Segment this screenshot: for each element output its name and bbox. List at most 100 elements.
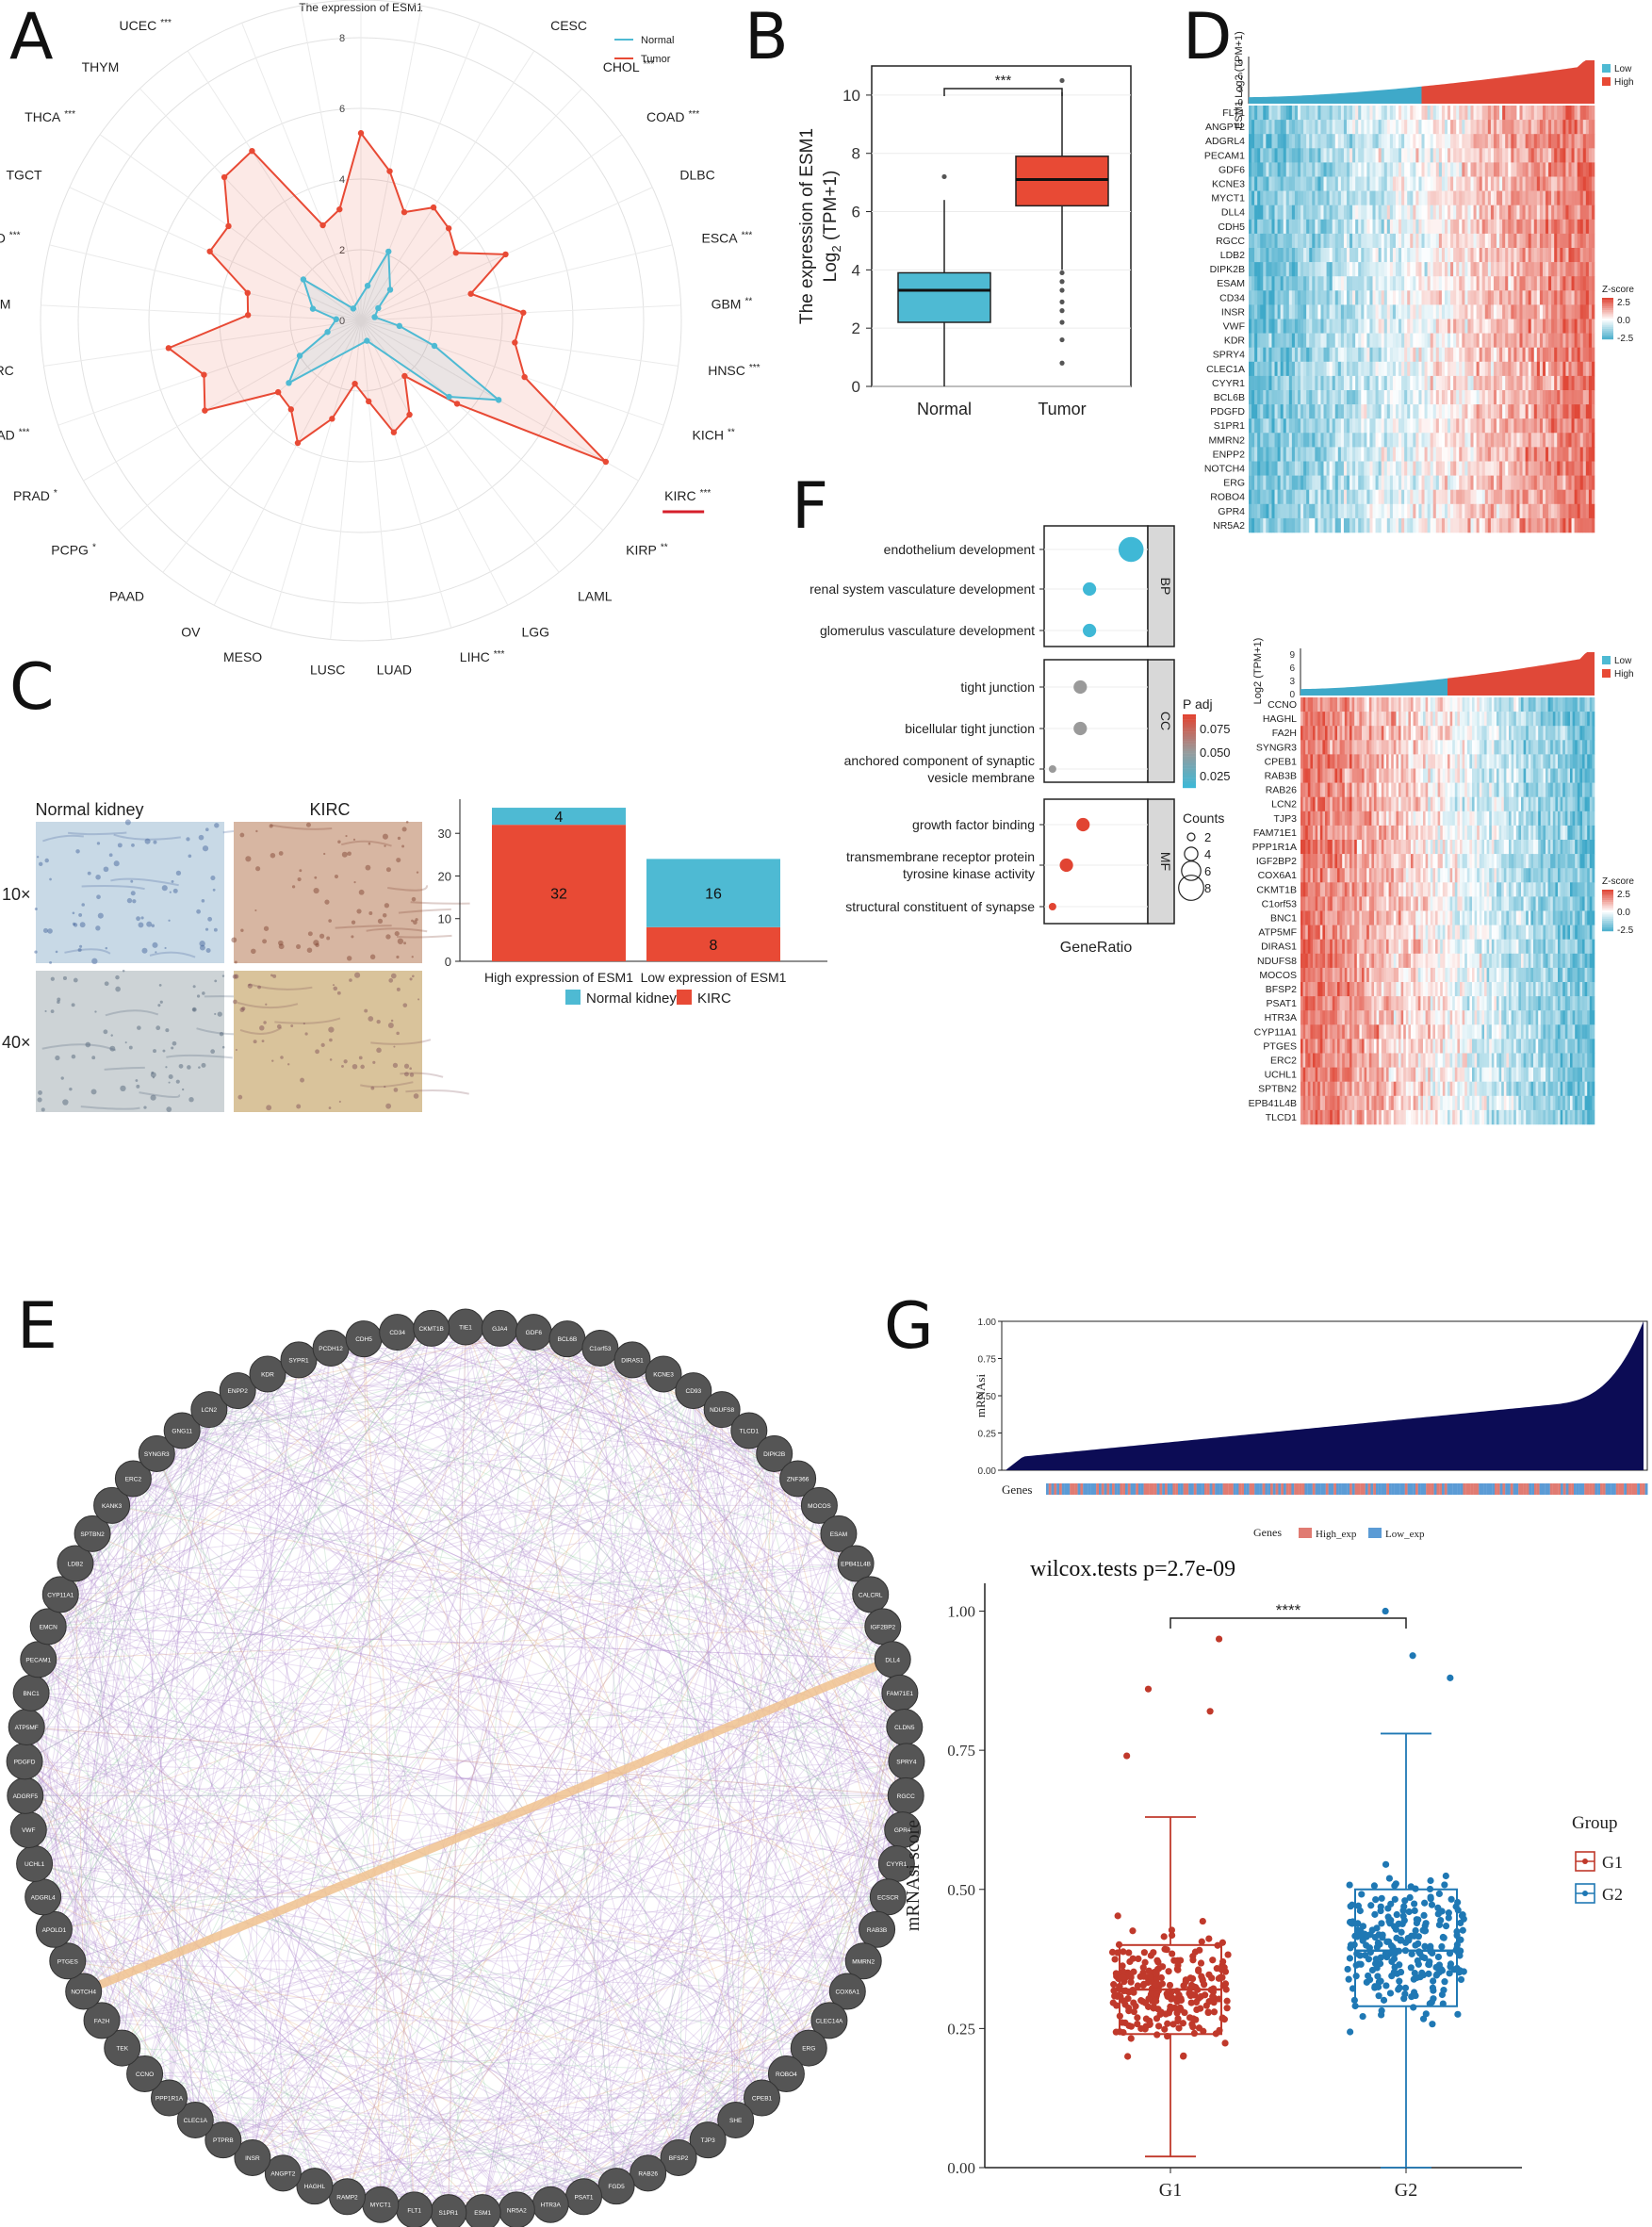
- heatmap-top-heat-cell: [1386, 404, 1391, 419]
- ihc-image-nucleus: [91, 958, 98, 965]
- heatmap-top-heat-cell: [1427, 176, 1431, 191]
- heatmap-top-heat-cell: [1533, 375, 1538, 391]
- heatmap-top-heat-cell: [1410, 120, 1414, 135]
- heatmap-top-heat-cell: [1277, 134, 1281, 149]
- heatmap-bottom-heat-cell: [1315, 754, 1318, 769]
- heatmap-top-heat-cell: [1249, 319, 1252, 334]
- heatmap-top-heat-cell: [1424, 248, 1428, 263]
- radar-category-label: ESCA ***: [702, 230, 753, 245]
- heatmap-bottom-heat-cell: [1413, 740, 1416, 755]
- heatmap-top-heat-cell: [1395, 276, 1399, 291]
- heatmap-top-heat-cell: [1511, 148, 1514, 163]
- heatmap-top-heat-cell: [1285, 248, 1290, 263]
- heatmap-bottom-heat-cell: [1567, 740, 1571, 755]
- ihc-image-fiber: [387, 885, 428, 892]
- tumor-point: [244, 312, 252, 319]
- heatmap-top-heat-cell: [1497, 475, 1500, 490]
- heatmap-bottom-heat-cell: [1415, 697, 1419, 712]
- ihc-image-nucleus: [85, 1041, 91, 1048]
- heatmap-top-heat-cell: [1473, 205, 1477, 221]
- heatmap-bottom-heat-cell: [1515, 768, 1519, 783]
- heatmap-top-heat-cell: [1418, 447, 1422, 462]
- heatmap-top-heat-cell: [1334, 233, 1339, 249]
- heatmap-top-heat-cell: [1444, 106, 1448, 121]
- heatmap-top-heat-cell: [1274, 219, 1278, 235]
- heatmap-top-heat-cell: [1283, 262, 1287, 277]
- heatmap-top-heat-cell: [1346, 134, 1350, 149]
- heatmap-bottom-heat-cell: [1523, 740, 1527, 755]
- heatmap-top-heat-cell: [1369, 418, 1373, 434]
- heatmap-top-heat-cell: [1548, 276, 1552, 291]
- heatmap-top-heat-cell: [1274, 276, 1278, 291]
- heatmap-top-heat-cell: [1366, 404, 1370, 419]
- heatmap-top-heat-cell: [1260, 262, 1264, 277]
- heatmap-top-heat-cell: [1366, 162, 1370, 177]
- heatmap-top-heat-cell: [1432, 276, 1437, 291]
- heatmap-top-heat-cell: [1251, 134, 1255, 149]
- heatmap-top-heat-cell: [1366, 319, 1370, 334]
- heatmap-top-heat-cell: [1430, 176, 1434, 191]
- heatmap-top-heat-cell: [1571, 190, 1575, 205]
- heatmap-top-heat-cell: [1432, 433, 1437, 448]
- heatmap-top-heat-cell: [1438, 219, 1443, 235]
- ihc-image-nucleus: [305, 822, 311, 827]
- heatmap-top-heat-cell: [1571, 134, 1575, 149]
- heatmap-top-heat-cell: [1395, 162, 1399, 177]
- heatmap-top-heat-cell: [1317, 233, 1321, 249]
- heatmap-bottom-heat-cell: [1319, 726, 1323, 741]
- heatmap-top-heat-cell: [1271, 233, 1275, 249]
- heatmap-top-heat-cell: [1257, 219, 1261, 235]
- heatmap-top-heat-cell: [1300, 205, 1304, 221]
- heatmap-top-heat-cell: [1332, 319, 1336, 334]
- heatmap-top-heat-cell: [1249, 333, 1252, 348]
- heatmap-top-heat-cell: [1568, 262, 1572, 277]
- heatmap-bottom-heat-cell: [1425, 697, 1429, 712]
- heatmap-top-heat-cell: [1519, 361, 1523, 377]
- radar-significance: ***: [64, 109, 75, 120]
- heatmap-top-heat-cell: [1557, 390, 1561, 405]
- heatmap-top-heat-cell: [1539, 404, 1544, 419]
- normal-point: [309, 305, 317, 312]
- heatmap-bottom-heat-cell: [1579, 754, 1583, 769]
- heatmap-top-heat-cell: [1383, 503, 1388, 519]
- heatmap-top-heat-cell: [1317, 106, 1321, 121]
- heatmap-top-heat-cell: [1355, 290, 1359, 305]
- ihc-image-nucleus: [90, 1089, 97, 1095]
- heatmap-top-heat-cell: [1386, 276, 1391, 291]
- heatmap-top-heat-cell: [1320, 333, 1324, 348]
- ihc-image-nucleus: [278, 851, 284, 856]
- heatmap-top-heat-cell: [1366, 433, 1370, 448]
- heatmap-top-heat-cell: [1481, 433, 1486, 448]
- heatmap-top-heat-cell: [1323, 205, 1327, 221]
- heatmap-top-heat-cell: [1329, 262, 1333, 277]
- heatmap-top-heat-cell: [1493, 290, 1497, 305]
- heatmap-top-heat-cell: [1450, 319, 1454, 334]
- heatmap-top-heat-cell: [1554, 162, 1558, 177]
- heatmap-top-heat-cell: [1464, 219, 1468, 235]
- heatmap-top-gene-label: FLT1: [1222, 107, 1245, 119]
- heatmap-top-heat-cell: [1320, 176, 1324, 191]
- heatmap-top-heat-cell: [1448, 304, 1451, 319]
- heatmap-top-heat-cell: [1355, 433, 1359, 448]
- heatmap-top-heat-cell: [1386, 205, 1391, 221]
- heatmap-top-heat-cell: [1418, 361, 1422, 377]
- heatmap-top-heat-cell: [1291, 475, 1296, 490]
- heatmap-top-heat-cell: [1260, 248, 1264, 263]
- heatmap-top-heat-cell: [1542, 319, 1546, 334]
- heatmap-top-heat-cell: [1355, 233, 1359, 249]
- heatmap-top-heat-cell: [1456, 503, 1460, 519]
- heatmap-top-heat-cell: [1487, 333, 1492, 348]
- heatmap-bottom-heat-cell: [1376, 712, 1380, 727]
- heatmap-top-heat-cell: [1464, 347, 1468, 363]
- heatmap-top-heat-cell: [1260, 304, 1264, 319]
- heatmap-top-heat-cell: [1343, 503, 1348, 519]
- heatmap-bottom-heat-cell: [1362, 697, 1365, 712]
- heatmap-top-heat-cell: [1383, 375, 1388, 391]
- heatmap-top-heat-cell: [1421, 162, 1425, 177]
- heatmap-top-heat-cell: [1548, 517, 1552, 533]
- heatmap-top-heat-cell: [1323, 276, 1327, 291]
- heatmap-top-heat-cell: [1340, 304, 1345, 319]
- heatmap-top-heat-cell: [1490, 418, 1495, 434]
- heatmap-top-heat-cell: [1303, 418, 1307, 434]
- heatmap-top-heat-cell: [1528, 176, 1532, 191]
